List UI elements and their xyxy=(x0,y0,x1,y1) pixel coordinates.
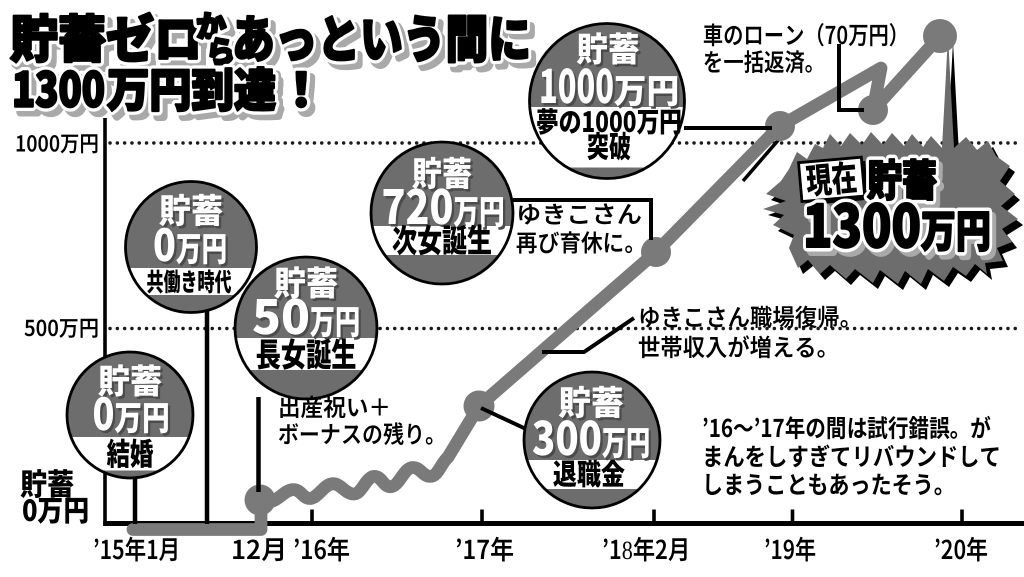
svg-text:貯蓄: 貯蓄 xyxy=(20,460,74,504)
svg-text:を一括返済。: を一括返済。 xyxy=(703,44,825,79)
svg-text:あっという間に: あっという間に xyxy=(232,0,531,73)
svg-text:夢の1000万円: 夢の1000万円 xyxy=(536,101,682,141)
svg-text:貯蓄: 貯蓄 xyxy=(867,147,937,209)
svg-text:’18年2月: ’18年2月 xyxy=(602,530,690,567)
svg-text:ら: ら xyxy=(206,28,236,72)
svg-text:12月: 12月 xyxy=(231,530,287,567)
svg-text:あっという間に: あっという間に xyxy=(232,0,531,73)
svg-text:共働き時代: 共働き時代 xyxy=(147,263,232,299)
svg-text:1300万円: 1300万円 xyxy=(803,180,991,264)
svg-text:0万円: 0万円 xyxy=(22,488,89,530)
svg-text:0万円: 0万円 xyxy=(155,212,229,276)
svg-text:か: か xyxy=(201,8,231,52)
svg-text:500万円: 500万円 xyxy=(24,311,99,343)
svg-text:’19年: ’19年 xyxy=(764,530,816,567)
svg-text:貯蓄: 貯蓄 xyxy=(98,355,162,404)
svg-text:1000万円: 1000万円 xyxy=(539,51,679,117)
svg-text:貯蓄: 貯蓄 xyxy=(274,257,338,306)
svg-text:長女誕生: 長女誕生 xyxy=(256,329,357,377)
svg-text:結婚: 結婚 xyxy=(106,429,154,474)
svg-text:’16年: ’16年 xyxy=(293,530,350,567)
svg-text:1300万円到達！: 1300万円到達！ xyxy=(12,52,324,121)
svg-text:貯蓄: 貯蓄 xyxy=(100,357,164,406)
svg-text:0万円: 0万円 xyxy=(153,210,227,274)
svg-text:1300万円到達！: 1300万円到達！ xyxy=(17,57,329,126)
svg-text:か: か xyxy=(196,2,226,46)
svg-text:貯蓄: 貯蓄 xyxy=(559,376,624,425)
svg-text:貯蓄ゼロ: 貯蓄ゼロ xyxy=(10,0,202,73)
svg-text:1300万円: 1300万円 xyxy=(807,185,995,269)
svg-text:ボーナスの残り。: ボーナスの残り。 xyxy=(278,415,446,450)
svg-text:50万円: 50万円 xyxy=(254,281,362,350)
svg-text:しまうこともあったそう。: しまうこともあったそう。 xyxy=(702,467,955,502)
svg-text:0万円: 0万円 xyxy=(93,379,170,443)
svg-text:出産祝い＋: 出産祝い＋ xyxy=(278,388,391,423)
svg-text:1300万円到達！: 1300万円到達！ xyxy=(12,52,324,121)
svg-text:貯蓄ゼロ: 貯蓄ゼロ xyxy=(10,0,202,73)
svg-text:貯蓄ゼロ: 貯蓄ゼロ xyxy=(15,4,207,78)
svg-text:車のローン（70万円）: 車のローン（70万円） xyxy=(703,17,909,52)
svg-text:あっという間に: あっという間に xyxy=(237,4,536,78)
svg-text:720万円: 720万円 xyxy=(384,171,507,240)
svg-text:300万円: 300万円 xyxy=(532,403,650,469)
svg-text:貯蓄: 貯蓄 xyxy=(579,25,642,74)
svg-text:’17年: ’17年 xyxy=(455,530,514,567)
svg-text:貯蓄: 貯蓄 xyxy=(577,23,640,72)
svg-text:’20年: ’20年 xyxy=(934,530,988,567)
svg-text:貯蓄: 貯蓄 xyxy=(161,186,225,235)
svg-text:まんをしすぎてリバウンドして: まんをしすぎてリバウンドして xyxy=(702,439,1001,474)
svg-text:1000万円: 1000万円 xyxy=(541,53,681,119)
svg-text:0万円: 0万円 xyxy=(95,381,172,445)
svg-text:50万円: 50万円 xyxy=(252,279,360,348)
svg-text:貯蓄: 貯蓄 xyxy=(871,152,941,214)
svg-text:退職金: 退職金 xyxy=(553,452,625,494)
svg-text:ら: ら xyxy=(206,28,236,72)
svg-text:突破: 突破 xyxy=(587,123,631,167)
svg-text:か: か xyxy=(196,2,226,46)
svg-text:貯蓄: 貯蓄 xyxy=(276,259,340,308)
svg-text:貯蓄: 貯蓄 xyxy=(412,147,472,196)
svg-text:貯蓄: 貯蓄 xyxy=(159,184,223,233)
svg-text:ら: ら xyxy=(211,33,241,77)
svg-text:1000万円: 1000万円 xyxy=(15,127,99,159)
svg-text:ゆきこさん職場復帰。: ゆきこさん職場復帰。 xyxy=(638,298,862,333)
svg-text:貯蓄: 貯蓄 xyxy=(414,149,474,198)
svg-text:世帯収入が増える。: 世帯収入が増える。 xyxy=(638,328,839,363)
svg-text:720万円: 720万円 xyxy=(382,169,505,238)
svg-text:貯蓄: 貯蓄 xyxy=(561,378,626,427)
svg-text:現在: 現在 xyxy=(804,150,859,205)
svg-text:’16～’17年の間は試行錯誤。が: ’16～’17年の間は試行錯誤。が xyxy=(702,410,991,445)
svg-text:貯蓄: 貯蓄 xyxy=(867,147,937,209)
svg-text:1300万円: 1300万円 xyxy=(803,180,991,264)
svg-text:次女誕生: 次女誕生 xyxy=(392,216,492,262)
svg-text:’15年1月: ’15年1月 xyxy=(93,530,180,567)
svg-text:ゆきこさん: ゆきこさん xyxy=(516,195,642,230)
svg-text:300万円: 300万円 xyxy=(534,405,652,471)
svg-text:再び育休に。: 再び育休に。 xyxy=(516,224,646,259)
